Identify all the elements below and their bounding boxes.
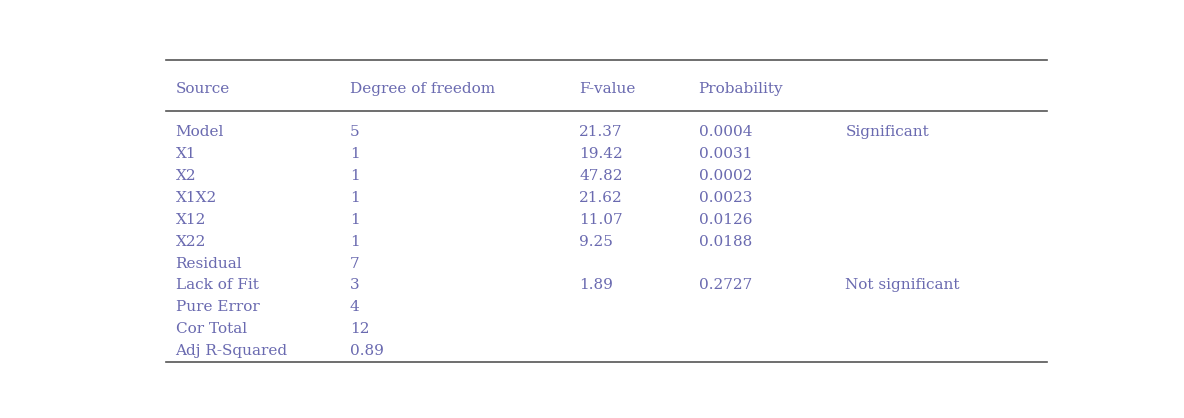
Text: 0.0023: 0.0023 [699,191,752,205]
Text: 1: 1 [350,147,360,161]
Text: 0.2727: 0.2727 [699,278,752,293]
Text: 19.42: 19.42 [579,147,623,161]
Text: Pure Error: Pure Error [175,300,259,314]
Text: 1: 1 [350,169,360,183]
Text: 1: 1 [350,234,360,249]
Text: Adj R-Squared: Adj R-Squared [175,344,288,358]
Text: 3: 3 [350,278,360,293]
Text: X2: X2 [175,169,197,183]
Text: Residual: Residual [175,257,243,270]
Text: 0.0031: 0.0031 [699,147,752,161]
Text: 21.37: 21.37 [579,125,623,139]
Text: X12: X12 [175,213,206,227]
Text: 4: 4 [350,300,360,314]
Text: Not significant: Not significant [845,278,960,293]
Text: 47.82: 47.82 [579,169,623,183]
Text: 1: 1 [350,213,360,227]
Text: X1X2: X1X2 [175,191,217,205]
Text: Cor Total: Cor Total [175,322,246,336]
Text: 11.07: 11.07 [579,213,623,227]
Text: Significant: Significant [845,125,929,139]
Text: 21.62: 21.62 [579,191,623,205]
Text: 0.89: 0.89 [350,344,384,358]
Text: Probability: Probability [699,82,783,96]
Text: 9.25: 9.25 [579,234,613,249]
Text: Model: Model [175,125,224,139]
Text: 0.0188: 0.0188 [699,234,752,249]
Text: F-value: F-value [579,82,636,96]
Text: 1: 1 [350,191,360,205]
Text: Lack of Fit: Lack of Fit [175,278,258,293]
Text: Source: Source [175,82,230,96]
Text: X1: X1 [175,147,197,161]
Text: 0.0004: 0.0004 [699,125,752,139]
Text: 7: 7 [350,257,360,270]
Text: 0.0126: 0.0126 [699,213,752,227]
Text: 12: 12 [350,322,369,336]
Text: X22: X22 [175,234,206,249]
Text: 5: 5 [350,125,360,139]
Text: Degree of freedom: Degree of freedom [350,82,495,96]
Text: 0.0002: 0.0002 [699,169,752,183]
Text: 1.89: 1.89 [579,278,613,293]
